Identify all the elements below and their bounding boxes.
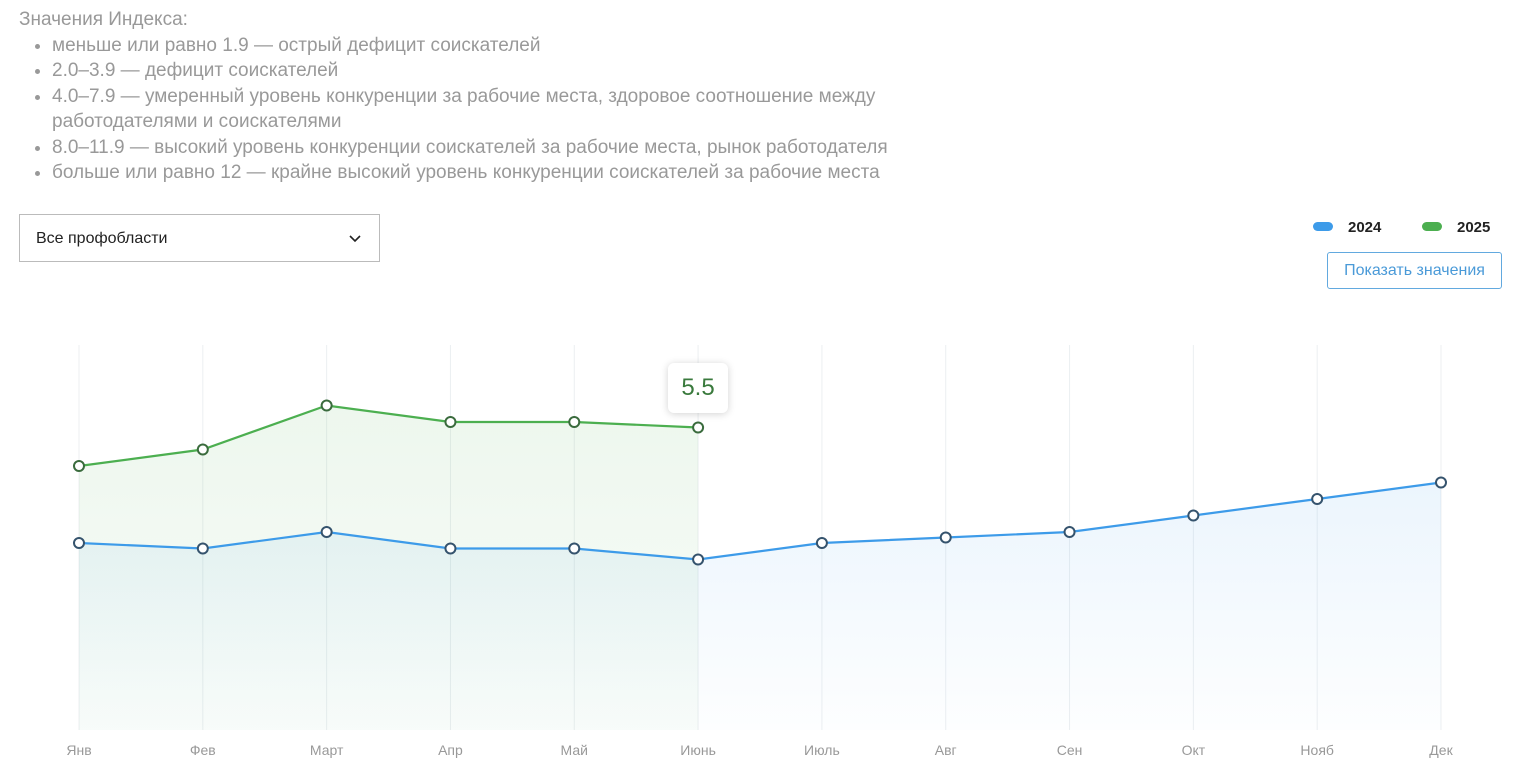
point <box>1311 493 1324 505</box>
x-tick-label: Нояб <box>1300 742 1334 758</box>
point <box>320 399 333 412</box>
intro-item: больше или равно 12 — крайне высокий уро… <box>52 160 942 186</box>
x-tick-label: Авг <box>935 742 957 758</box>
x-tick-label: Фев <box>190 742 216 758</box>
point <box>1063 526 1076 538</box>
chevron <box>349 235 361 243</box>
point <box>73 460 85 472</box>
intro-item: 4.0–7.9 — умеренный уровень конкуренции … <box>52 84 942 135</box>
point <box>1435 476 1447 489</box>
point <box>939 531 952 544</box>
legend-label: 2024 <box>1348 219 1382 236</box>
x-tick-label: Июнь <box>680 742 716 758</box>
intro-item: меньше или равно 1.9 — острый дефицит со… <box>52 33 942 59</box>
point <box>692 421 705 434</box>
x-tick-label: Март <box>310 742 344 758</box>
tooltip: 5.5 <box>668 363 728 413</box>
line <box>78 404 699 468</box>
point <box>1187 509 1200 522</box>
point <box>815 537 828 549</box>
point <box>692 553 705 566</box>
x-tick-label: Сен <box>1057 742 1083 758</box>
intro-title: Значения Индекса: <box>19 9 188 30</box>
x-tick-label: Янв <box>66 742 91 758</box>
line <box>78 481 1442 561</box>
legend-swatch <box>1422 222 1442 231</box>
legend-label: 2025 <box>1457 219 1490 236</box>
point <box>444 416 457 428</box>
point <box>196 542 209 555</box>
show-values-button[interactable]: Показать значения <box>1327 252 1502 289</box>
x-tick-label: Дек <box>1429 742 1453 758</box>
dropdown-label: Все профобласти <box>36 230 168 247</box>
point <box>444 542 457 555</box>
point <box>196 443 209 456</box>
index-legend: Значения Индекса: меньше или равно 1.9 —… <box>19 7 942 186</box>
dropdown[interactable]: Все профобласти <box>19 214 380 262</box>
point <box>568 416 581 428</box>
x-tick-label: Июль <box>804 742 840 758</box>
legend-swatch <box>1313 222 1333 231</box>
point <box>320 526 333 538</box>
point <box>568 542 581 555</box>
x-tick-label: Окт <box>1182 742 1206 758</box>
area <box>79 405 699 730</box>
intro-item: 8.0–11.9 — высокий уровень конкуренции с… <box>52 135 942 161</box>
x-tick-label: Май <box>561 742 588 758</box>
point <box>73 537 85 549</box>
x-tick-label: Апр <box>438 742 463 758</box>
intro-list: меньше или равно 1.9 — острый дефицит со… <box>19 33 942 186</box>
intro-item: 2.0–3.9 — дефицит соискателей <box>52 58 942 84</box>
